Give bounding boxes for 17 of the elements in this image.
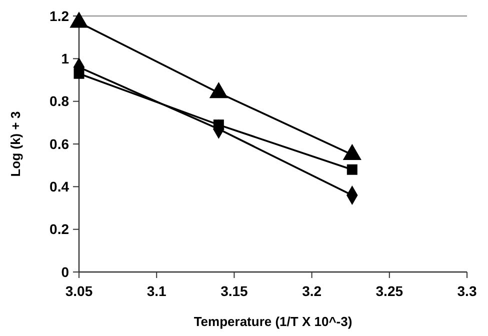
x-tick-label: 3.25	[376, 283, 404, 299]
x-tick-label: 3.1	[146, 283, 167, 299]
point	[346, 164, 358, 175]
x-tick-label: 3.2	[302, 283, 322, 299]
y-tick-label: 0.6	[50, 136, 70, 152]
y-axis-title: Log (k) + 3	[8, 111, 23, 177]
y-tick-label: 0.8	[50, 93, 70, 110]
y-tick-label: 0	[61, 264, 70, 280]
y-tick-label: 0.4	[50, 178, 70, 195]
x-tick-label: 3.15	[220, 283, 248, 299]
y-tick-label: 1	[61, 50, 70, 67]
y-tick-label: 0.2	[50, 221, 70, 238]
y-tick-label: 1.2	[50, 8, 70, 24]
x-tick-label: 3.05	[65, 283, 93, 299]
x-axis-title: Temperature (1/T X 10^-3)	[194, 314, 352, 329]
point	[74, 68, 84, 79]
x-tick-label: 3.3	[457, 283, 477, 299]
